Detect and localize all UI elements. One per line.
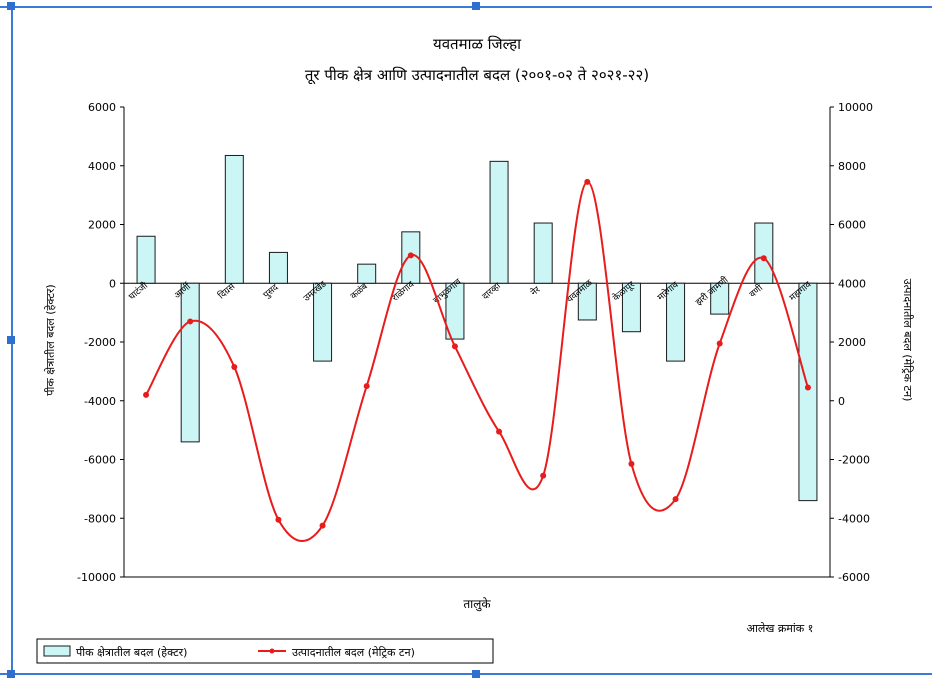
y-left-tick-label: -8000 <box>84 512 116 525</box>
bar <box>224 154 244 284</box>
y-left-tick-label: 4000 <box>88 160 116 173</box>
line-point <box>231 363 238 370</box>
bar <box>357 263 377 284</box>
bar <box>754 222 774 284</box>
x-axis-title: तालुके <box>463 597 491 612</box>
bar <box>489 160 509 284</box>
y-left-tick-label: -10000 <box>77 571 116 584</box>
production-change-line <box>145 180 809 543</box>
line-point <box>672 496 679 503</box>
y-left-tick-label: 6000 <box>88 101 116 114</box>
y-axis-left-title: पीक क्षेत्रातील बदल (हेक्टर) <box>44 284 57 395</box>
line-point <box>143 391 150 398</box>
bar <box>533 222 553 284</box>
resize-handle-bottom-middle[interactable] <box>472 670 480 678</box>
y-right-tick-label: -6000 <box>838 571 870 584</box>
y-right-tick-label: 8000 <box>838 160 866 173</box>
bar <box>445 282 465 340</box>
y-axis-right-title: उत्पादनातील बदल (मेट्रिक टन) <box>901 279 914 402</box>
figure-note: आलेख क्रमांक १ <box>747 622 814 635</box>
legend-label-line: उत्पादनातील बदल (मेट्रिक टन) <box>292 646 415 659</box>
line-point <box>275 516 282 523</box>
line-point <box>584 178 591 185</box>
line-point <box>407 252 414 259</box>
y-right-tick-label: 10000 <box>838 101 873 114</box>
bar <box>798 282 818 502</box>
legend-swatch-bar <box>43 645 71 657</box>
resize-handle-top-middle[interactable] <box>472 2 480 10</box>
line-point <box>496 428 503 435</box>
plot-area: 6000 4000 2000 0 -2000 -4000 -6000 -8000 -10000 1… <box>77 101 873 584</box>
y-left-tick-label: -4000 <box>84 395 116 408</box>
resize-handle-middle-left[interactable] <box>7 336 15 344</box>
resize-handle-top-left[interactable] <box>7 2 15 10</box>
chart-title: यवतमाळ जिल्हा <box>433 35 522 53</box>
bar <box>621 282 641 333</box>
line-point <box>187 318 194 325</box>
y-right-tick-label: -4000 <box>838 512 870 525</box>
legend: पीक क्षेत्रातील बदल (हेक्टर) उत्पादनातील… <box>36 638 494 664</box>
line-point <box>363 383 370 390</box>
selection-border-top <box>0 6 932 8</box>
line-point <box>760 255 767 262</box>
y-left-tick-label: -2000 <box>84 336 116 349</box>
line-point <box>451 343 458 350</box>
bar <box>710 282 730 315</box>
resize-handle-bottom-left[interactable] <box>7 670 15 678</box>
x-tick-label: नेर <box>528 283 543 298</box>
y-right-tick-label: 6000 <box>838 219 866 232</box>
y-right-tick-label: 4000 <box>838 277 866 290</box>
y-right-tick-label: 0 <box>838 395 845 408</box>
line-point <box>628 460 635 467</box>
x-tick-label: दारव्हा <box>481 281 504 302</box>
x-tick-label: पुसद <box>262 283 281 301</box>
bar <box>136 235 156 284</box>
bar <box>577 282 597 321</box>
line-point <box>319 522 326 529</box>
legend-label-bar: पीक क्षेत्रातील बदल (हेक्टर) <box>76 646 187 659</box>
bar <box>666 282 686 362</box>
bar <box>180 282 200 443</box>
y-right-tick-label: -2000 <box>838 454 870 467</box>
line-point <box>804 384 811 391</box>
y-left-tick-label: -6000 <box>84 454 116 467</box>
y-right-tick-label: 2000 <box>838 336 866 349</box>
y-left-tick-label: 2000 <box>88 219 116 232</box>
bar <box>268 251 288 284</box>
legend-swatch-marker <box>269 648 275 654</box>
x-tick-label: वणी <box>747 281 766 300</box>
selection-border-bottom <box>0 673 932 675</box>
y-left-tick-label: 0 <box>109 277 116 290</box>
bar <box>313 282 333 362</box>
chart-subtitle: तूर पीक क्षेत्र आणि उत्पादनातील बदल (२००… <box>305 66 649 85</box>
line-point <box>716 340 723 347</box>
line-point <box>540 472 547 479</box>
